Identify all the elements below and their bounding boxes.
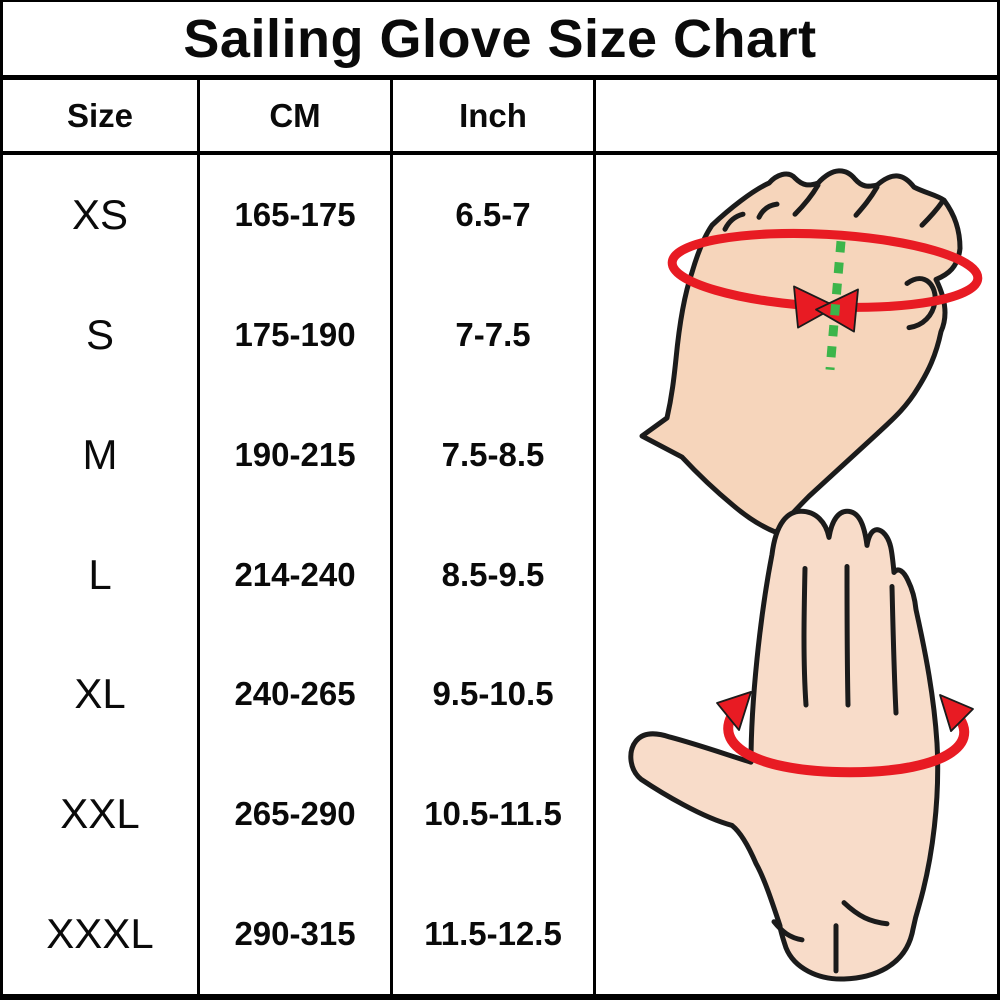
inch-value-row-6: 11.5-12.5 — [424, 915, 562, 953]
size-value-row-3: L — [88, 550, 112, 598]
cm-value-row-2: 190-215 — [234, 435, 356, 473]
wrist-crease-lines — [771, 900, 890, 974]
cm-value-row-6: 290-315 — [234, 915, 356, 953]
palm-measuring-band-icon — [723, 697, 970, 778]
inch-value-row-4: 9.5-10.5 — [432, 675, 554, 713]
size-value-row-1: S — [85, 310, 114, 358]
inch-value-row-5: 10.5-11.5 — [424, 795, 562, 833]
band-arrowhead-right-icon — [939, 694, 974, 732]
size-value-row-5: XXL — [60, 790, 140, 838]
size-value-row-6: XXXL — [46, 910, 154, 958]
fist-knuckle-creases — [722, 182, 945, 331]
tape-arrowhead-left-icon — [793, 285, 837, 329]
size-value-row-4: XL — [74, 670, 126, 718]
cm-value-row-1: 175-190 — [234, 315, 356, 353]
header-size: Size — [3, 80, 200, 151]
stitch-line-icon — [825, 240, 846, 371]
finger-separation-lines — [801, 563, 899, 716]
header-illustration-spacer — [596, 80, 997, 151]
cm-value-row-0: 165-175 — [234, 195, 356, 233]
header-inch: Inch — [393, 80, 596, 151]
fist-outline — [639, 168, 963, 535]
illustration-column — [596, 155, 997, 994]
open-palm-hand-icon — [628, 508, 974, 982]
inch-value-row-3: 8.5-9.5 — [441, 555, 545, 593]
cm-value-row-4: 240-265 — [234, 675, 356, 713]
band-arrowhead-left-icon — [716, 691, 752, 731]
cm-column: 165-175 175-190 190-215 214-240 240-265 … — [200, 155, 393, 994]
size-value-row-0: XS — [71, 190, 129, 238]
table-header-row: Size CM Inch — [3, 80, 997, 155]
cm-value-row-3: 214-240 — [234, 555, 356, 593]
inch-column: 6.5-7 7-7.5 7.5-8.5 8.5-9.5 9.5-10.5 10.… — [393, 155, 596, 994]
size-value-row-2: M — [82, 430, 118, 478]
inch-value-row-1: 7-7.5 — [455, 315, 531, 353]
hand-measurement-illustrations — [628, 168, 983, 982]
inch-value-row-2: 7.5-8.5 — [441, 435, 545, 473]
fist-hand-icon — [639, 168, 983, 535]
page-title: Sailing Glove Size Chart — [183, 8, 817, 69]
inch-value-row-0: 6.5-7 — [455, 195, 531, 233]
size-column: XS S M L XL XXL XXXL — [3, 155, 200, 994]
title-box: Sailing Glove Size Chart — [3, 2, 997, 80]
cm-value-row-5: 265-290 — [234, 795, 356, 833]
table-body: XS S M L XL XXL XXXL 165-175 175-190 190… — [3, 155, 997, 994]
header-cm: CM — [200, 80, 393, 151]
palm-outline — [628, 508, 941, 982]
